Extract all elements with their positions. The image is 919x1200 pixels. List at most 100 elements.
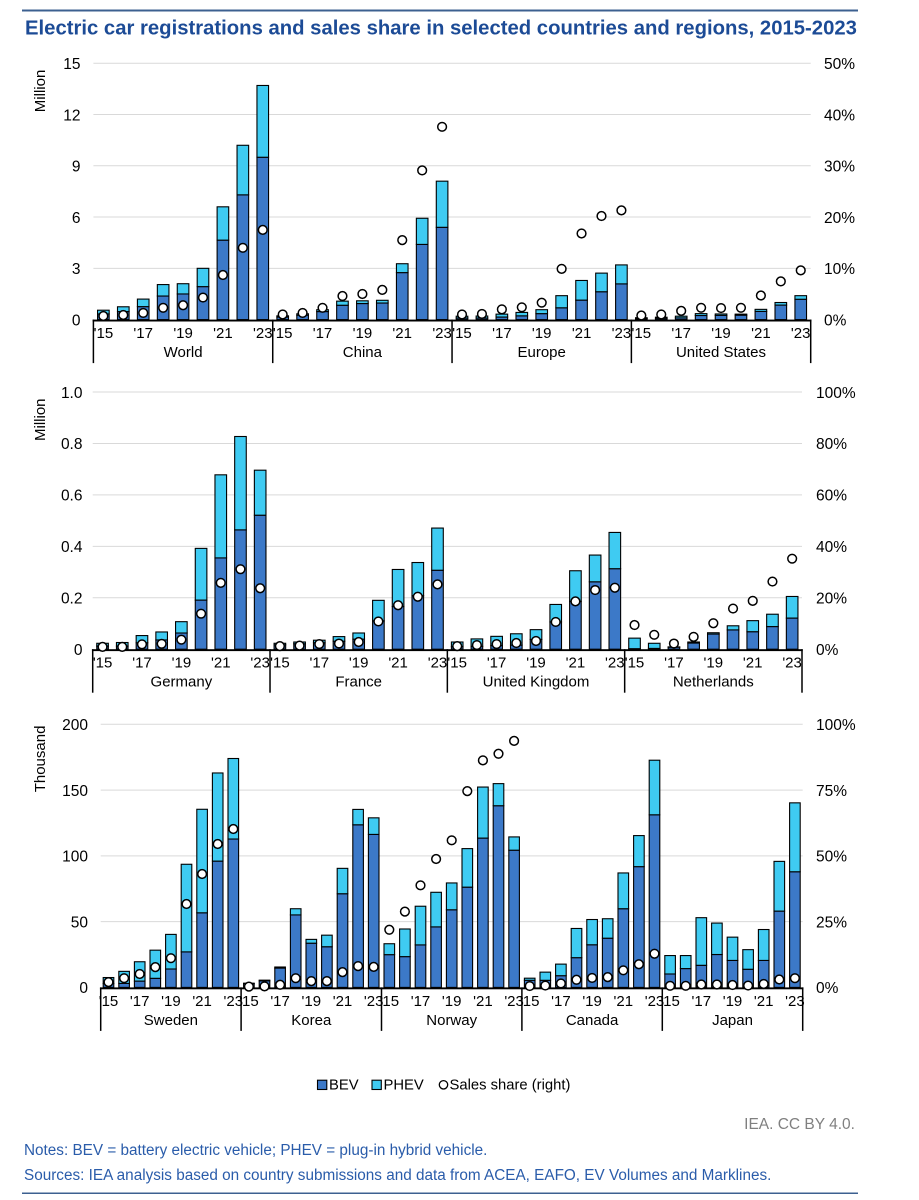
svg-text:United States: United States — [676, 344, 766, 361]
svg-text:Sweden: Sweden — [144, 1012, 198, 1029]
svg-text:'21: '21 — [392, 325, 412, 342]
svg-text:Million: Million — [32, 70, 49, 113]
svg-text:75%: 75% — [816, 783, 847, 800]
svg-text:'17: '17 — [130, 993, 150, 1010]
svg-text:'19: '19 — [526, 655, 546, 672]
svg-text:'15: '15 — [93, 655, 113, 672]
svg-text:'19: '19 — [442, 993, 462, 1010]
svg-text:200: 200 — [62, 717, 88, 734]
svg-text:'17: '17 — [310, 655, 330, 672]
svg-text:50%: 50% — [824, 56, 855, 73]
svg-text:100%: 100% — [816, 717, 856, 734]
svg-text:'15: '15 — [239, 993, 259, 1010]
svg-text:Thousand: Thousand — [32, 726, 49, 793]
svg-text:'15: '15 — [99, 993, 119, 1010]
svg-text:'15: '15 — [632, 325, 652, 342]
svg-text:'23: '23 — [250, 655, 270, 672]
svg-text:'15: '15 — [273, 325, 293, 342]
svg-text:'21: '21 — [743, 655, 763, 672]
svg-text:Japan: Japan — [712, 1012, 753, 1029]
svg-text:'15: '15 — [380, 993, 400, 1010]
svg-text:'21: '21 — [333, 993, 353, 1010]
svg-text:'15: '15 — [520, 993, 540, 1010]
svg-text:Sources: IEA analysis based on: Sources: IEA analysis based on country s… — [24, 1167, 771, 1184]
svg-text:France: France — [335, 674, 382, 691]
svg-text:'19: '19 — [723, 993, 743, 1010]
svg-text:'23: '23 — [504, 993, 524, 1010]
svg-text:50%: 50% — [816, 849, 847, 866]
svg-text:Notes: BEV = battery electric: Notes: BEV = battery electric vehicle; P… — [24, 1142, 487, 1159]
svg-text:Norway: Norway — [426, 1012, 477, 1029]
svg-text:'21: '21 — [751, 325, 771, 342]
svg-text:80%: 80% — [816, 436, 847, 453]
svg-text:'17: '17 — [133, 325, 153, 342]
svg-text:'17: '17 — [671, 325, 691, 342]
svg-text:1.0: 1.0 — [61, 385, 83, 402]
svg-text:'17: '17 — [411, 993, 431, 1010]
svg-text:'15: '15 — [94, 325, 114, 342]
svg-text:'21: '21 — [566, 655, 586, 672]
svg-text:'15: '15 — [660, 993, 680, 1010]
svg-text:Netherlands: Netherlands — [673, 674, 754, 691]
svg-text:'19: '19 — [711, 325, 731, 342]
svg-text:World: World — [164, 344, 203, 361]
svg-text:'21: '21 — [572, 325, 592, 342]
svg-text:0%: 0% — [816, 642, 839, 659]
svg-text:'23: '23 — [785, 993, 805, 1010]
svg-text:0.8: 0.8 — [61, 436, 83, 453]
svg-text:0%: 0% — [824, 312, 847, 329]
svg-text:PHEV: PHEV — [384, 1078, 424, 1094]
svg-text:'23: '23 — [791, 325, 811, 342]
svg-text:Electric car registrations and: Electric car registrations and sales sha… — [25, 18, 857, 40]
svg-text:'17: '17 — [492, 325, 512, 342]
svg-text:'17: '17 — [270, 993, 290, 1010]
svg-text:12: 12 — [63, 107, 80, 124]
svg-text:'21: '21 — [213, 325, 233, 342]
svg-text:'19: '19 — [172, 655, 192, 672]
svg-text:Europe: Europe — [518, 344, 566, 361]
svg-text:'23: '23 — [605, 655, 625, 672]
svg-text:'21: '21 — [211, 655, 231, 672]
svg-text:BEV: BEV — [329, 1078, 359, 1094]
svg-text:'17: '17 — [132, 655, 152, 672]
svg-text:'21: '21 — [192, 993, 212, 1010]
svg-text:'23: '23 — [428, 655, 448, 672]
svg-text:IEA. CC BY 4.0.: IEA. CC BY 4.0. — [744, 1116, 855, 1133]
svg-text:'17: '17 — [692, 993, 712, 1010]
svg-text:'15: '15 — [270, 655, 290, 672]
svg-text:'21: '21 — [614, 993, 634, 1010]
svg-text:'23: '23 — [782, 655, 802, 672]
svg-text:'19: '19 — [582, 993, 602, 1010]
svg-text:'23: '23 — [253, 325, 273, 342]
svg-text:'19: '19 — [353, 325, 373, 342]
svg-text:60%: 60% — [816, 488, 847, 505]
svg-text:China: China — [343, 344, 383, 361]
svg-text:Million: Million — [32, 398, 49, 441]
svg-text:0: 0 — [72, 312, 81, 329]
svg-text:'17: '17 — [664, 655, 684, 672]
svg-text:'23: '23 — [432, 325, 452, 342]
svg-text:'19: '19 — [349, 655, 369, 672]
svg-text:Korea: Korea — [291, 1012, 332, 1029]
svg-text:3: 3 — [72, 261, 81, 278]
svg-text:'21: '21 — [473, 993, 493, 1010]
svg-text:'19: '19 — [161, 993, 181, 1010]
svg-text:Germany: Germany — [151, 674, 213, 691]
svg-text:'17: '17 — [487, 655, 507, 672]
svg-text:'19: '19 — [302, 993, 322, 1010]
svg-text:9: 9 — [72, 159, 81, 176]
svg-text:15: 15 — [63, 56, 80, 73]
svg-text:United Kingdom: United Kingdom — [483, 674, 590, 691]
svg-text:40%: 40% — [816, 539, 847, 556]
svg-text:0.6: 0.6 — [61, 488, 83, 505]
svg-text:'17: '17 — [313, 325, 333, 342]
svg-text:40%: 40% — [824, 107, 855, 124]
svg-text:25%: 25% — [816, 914, 847, 931]
svg-text:0: 0 — [74, 642, 83, 659]
svg-text:6: 6 — [72, 210, 81, 227]
svg-text:'23: '23 — [224, 993, 244, 1010]
svg-text:'15: '15 — [625, 655, 645, 672]
svg-text:'23: '23 — [612, 325, 632, 342]
svg-text:30%: 30% — [824, 159, 855, 176]
svg-text:'23: '23 — [364, 993, 384, 1010]
